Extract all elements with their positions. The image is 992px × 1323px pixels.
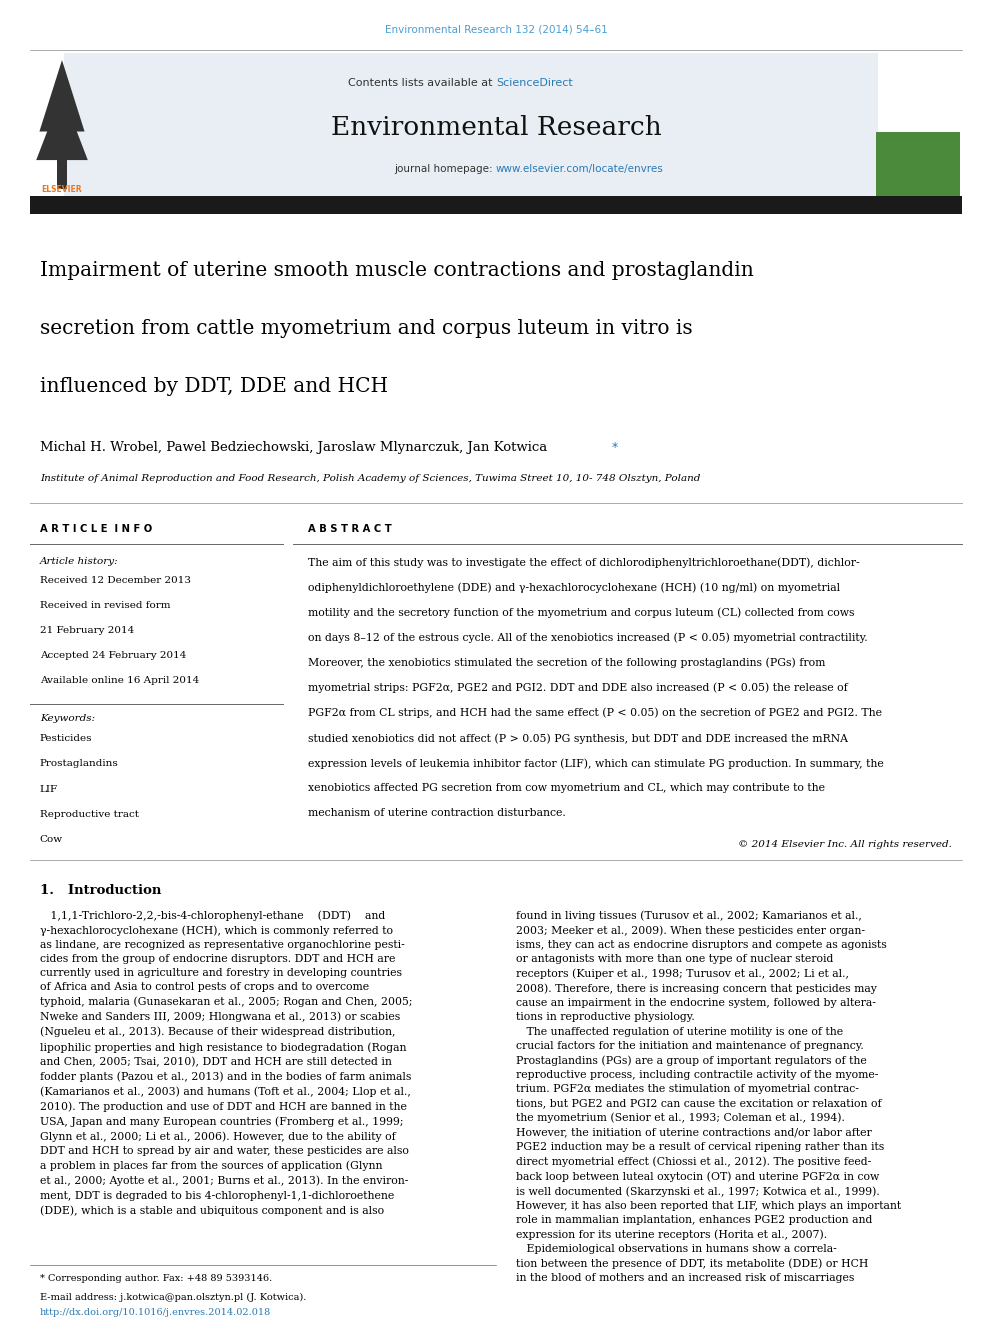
Text: www.elsevier.com/locate/envres: www.elsevier.com/locate/envres bbox=[496, 164, 664, 175]
Text: influenced by DDT, DDE and HCH: influenced by DDT, DDE and HCH bbox=[40, 377, 388, 396]
Text: Keywords:: Keywords: bbox=[40, 714, 95, 724]
FancyBboxPatch shape bbox=[30, 196, 962, 214]
Text: A B S T R A C T: A B S T R A C T bbox=[308, 524, 391, 534]
Text: xenobiotics affected PG secretion from cow myometrium and CL, which may contribu: xenobiotics affected PG secretion from c… bbox=[308, 783, 824, 794]
Text: ELSEVIER: ELSEVIER bbox=[42, 185, 82, 194]
Text: Cow: Cow bbox=[40, 835, 62, 844]
Text: © 2014 Elsevier Inc. All rights reserved.: © 2014 Elsevier Inc. All rights reserved… bbox=[738, 840, 952, 849]
Text: 21 February 2014: 21 February 2014 bbox=[40, 626, 134, 635]
Text: Article history:: Article history: bbox=[40, 557, 118, 566]
Text: ScienceDirect: ScienceDirect bbox=[496, 78, 572, 89]
Text: Contents lists available at: Contents lists available at bbox=[348, 78, 496, 89]
FancyBboxPatch shape bbox=[64, 53, 878, 196]
Text: Impairment of uterine smooth muscle contractions and prostaglandin: Impairment of uterine smooth muscle cont… bbox=[40, 261, 754, 279]
Text: Available online 16 April 2014: Available online 16 April 2014 bbox=[40, 676, 199, 685]
Text: Environmental Research: Environmental Research bbox=[330, 115, 662, 139]
Text: Received 12 December 2013: Received 12 December 2013 bbox=[40, 576, 190, 585]
Text: *: * bbox=[612, 441, 618, 454]
Text: Environmental Research 132 (2014) 54–61: Environmental Research 132 (2014) 54–61 bbox=[385, 24, 607, 34]
Text: LIF: LIF bbox=[40, 785, 58, 794]
Text: odiphenyldichloroethylene (DDE) and γ-hexachlorocyclohexane (HCH) (10 ng/ml) on : odiphenyldichloroethylene (DDE) and γ-he… bbox=[308, 582, 839, 593]
Text: 1,1,1-Trichloro-2,2,-bis-4-chlorophenyl-ethane    (DDT)    and
γ-hexachlorocyclo: 1,1,1-Trichloro-2,2,-bis-4-chlorophenyl-… bbox=[40, 910, 413, 1216]
Text: The aim of this study was to investigate the effect of dichlorodiphenyltrichloro: The aim of this study was to investigate… bbox=[308, 557, 859, 568]
Text: motility and the secretory function of the myometrium and corpus luteum (CL) col: motility and the secretory function of t… bbox=[308, 607, 854, 618]
Polygon shape bbox=[36, 93, 87, 160]
Text: found in living tissues (Turusov et al., 2002; Kamarianos et al.,
2003; Meeker e: found in living tissues (Turusov et al.,… bbox=[516, 910, 901, 1283]
Text: Prostaglandins: Prostaglandins bbox=[40, 759, 118, 769]
Text: Moreover, the xenobiotics stimulated the secretion of the following prostaglandi: Moreover, the xenobiotics stimulated the… bbox=[308, 658, 825, 668]
FancyBboxPatch shape bbox=[876, 131, 960, 196]
Text: Accepted 24 February 2014: Accepted 24 February 2014 bbox=[40, 651, 186, 660]
Text: expression levels of leukemia inhibitor factor (LIF), which can stimulate PG pro: expression levels of leukemia inhibitor … bbox=[308, 758, 883, 769]
Text: Reproductive tract: Reproductive tract bbox=[40, 810, 139, 819]
Text: http://dx.doi.org/10.1016/j.envres.2014.02.018: http://dx.doi.org/10.1016/j.envres.2014.… bbox=[40, 1308, 271, 1318]
Text: Institute of Animal Reproduction and Food Research, Polish Academy of Sciences, : Institute of Animal Reproduction and Foo… bbox=[40, 474, 700, 483]
Text: mechanism of uterine contraction disturbance.: mechanism of uterine contraction disturb… bbox=[308, 808, 565, 819]
Text: E-mail address: j.kotwica@pan.olsztyn.pl (J. Kotwica).: E-mail address: j.kotwica@pan.olsztyn.pl… bbox=[40, 1293, 307, 1302]
Text: A R T I C L E  I N F O: A R T I C L E I N F O bbox=[40, 524, 152, 534]
Text: Michal H. Wrobel, Pawel Bedziechowski, Jaroslaw Mlynarczuk, Jan Kotwica: Michal H. Wrobel, Pawel Bedziechowski, J… bbox=[40, 441, 547, 454]
FancyBboxPatch shape bbox=[57, 157, 67, 189]
Text: Environmental: Environmental bbox=[896, 57, 940, 62]
Text: Research: Research bbox=[904, 73, 932, 78]
Text: PGF2α from CL strips, and HCH had the same effect (P < 0.05) on the secretion of: PGF2α from CL strips, and HCH had the sa… bbox=[308, 708, 882, 718]
Text: on days 8–12 of the estrous cycle. All of the xenobiotics increased (P < 0.05) m: on days 8–12 of the estrous cycle. All o… bbox=[308, 632, 867, 643]
Text: studied xenobiotics did not affect (P > 0.05) PG synthesis, but DDT and DDE incr: studied xenobiotics did not affect (P > … bbox=[308, 733, 847, 744]
Text: Pesticides: Pesticides bbox=[40, 734, 92, 744]
Text: Received in revised form: Received in revised form bbox=[40, 601, 171, 610]
Text: * Corresponding author. Fax: +48 89 5393146.: * Corresponding author. Fax: +48 89 5393… bbox=[40, 1274, 272, 1283]
Text: journal homepage:: journal homepage: bbox=[394, 164, 496, 175]
Polygon shape bbox=[40, 60, 84, 131]
Text: myometrial strips: PGF2α, PGE2 and PGI2. DDT and DDE also increased (P < 0.05) t: myometrial strips: PGF2α, PGE2 and PGI2.… bbox=[308, 683, 847, 693]
Text: secretion from cattle myometrium and corpus luteum in vitro is: secretion from cattle myometrium and cor… bbox=[40, 319, 692, 337]
Text: 1.   Introduction: 1. Introduction bbox=[40, 884, 161, 897]
